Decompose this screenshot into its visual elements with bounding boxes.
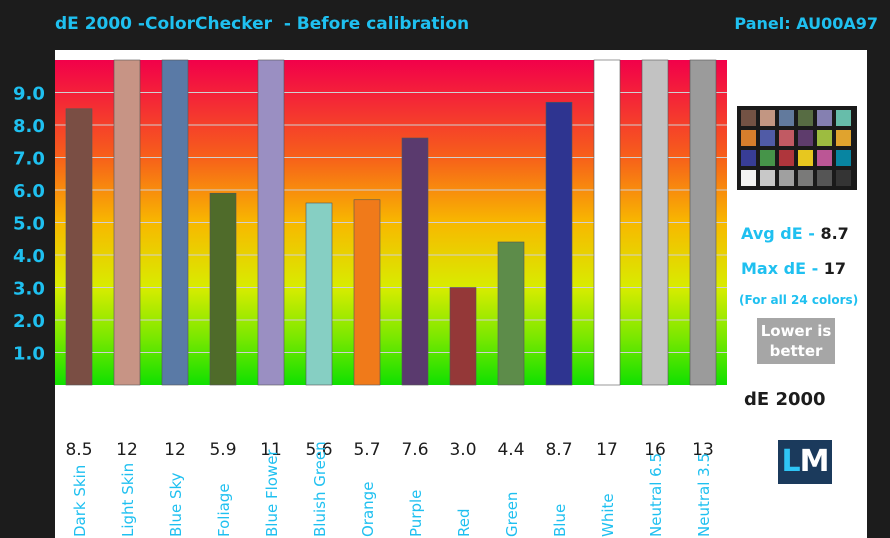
- label-area: [55, 385, 727, 538]
- category-label: Neutral 3.5: [695, 453, 713, 537]
- bar-value-label: 16: [644, 440, 666, 460]
- y-tick-label: 7.0: [13, 149, 45, 170]
- bar: [161, 59, 189, 386]
- avg-de-stat: Avg dE - 8.7: [741, 224, 849, 243]
- swatch-cell: [760, 110, 775, 126]
- swatch-cell: [760, 150, 775, 166]
- category-label: Blue Flower: [263, 449, 281, 537]
- laptopmedia-logo: LM: [778, 440, 832, 484]
- lower-is-better-badge: Lower is better: [757, 318, 835, 364]
- swatch-cell: [817, 150, 832, 166]
- avg-de-label: Avg dE -: [741, 224, 821, 243]
- max-de-value: 17: [823, 259, 847, 278]
- swatch-cell: [798, 130, 813, 146]
- swatch-cell: [817, 110, 832, 126]
- logo-letter-l: L: [781, 444, 801, 479]
- category-label: White: [599, 493, 617, 537]
- swatch-cell: [760, 130, 775, 146]
- category-label: Green: [503, 492, 521, 537]
- bar-value-label: 8.7: [545, 440, 572, 460]
- swatch-cell: [779, 170, 794, 186]
- category-label: Orange: [359, 482, 377, 537]
- y-tick-label: 2.0: [13, 311, 45, 332]
- swatch-cell: [836, 110, 851, 126]
- bar: [305, 202, 333, 386]
- bar: [449, 287, 477, 386]
- swatch-cell: [836, 170, 851, 186]
- swatch-cell: [817, 170, 832, 186]
- swatch-cell: [836, 130, 851, 146]
- lower-line-1: Lower is: [760, 322, 832, 340]
- left-axis-band: [0, 50, 55, 538]
- bar-value-label: 4.4: [497, 440, 524, 460]
- bar: [545, 101, 573, 386]
- metric-label: dE 2000: [744, 389, 826, 410]
- swatch-cell: [798, 170, 813, 186]
- swatch-cell: [741, 110, 756, 126]
- bar-value-label: 17: [596, 440, 618, 460]
- bar: [593, 59, 621, 386]
- swatch-cell: [779, 150, 794, 166]
- bar: [113, 59, 141, 386]
- bar-value-label: 11: [260, 440, 282, 460]
- swatch-cell: [741, 170, 756, 186]
- bar-value-label: 5.6: [305, 440, 332, 460]
- swatch-cell: [817, 130, 832, 146]
- colorchecker-swatch-icon: [737, 106, 857, 190]
- swatch-cell: [798, 150, 813, 166]
- category-label: Blue Sky: [167, 472, 185, 537]
- swatch-cell: [798, 110, 813, 126]
- logo-letter-m: M: [799, 444, 830, 479]
- bar: [641, 59, 669, 386]
- category-label: Purple: [407, 490, 425, 537]
- category-label: Dark Skin: [71, 465, 89, 537]
- max-de-label: Max dE -: [741, 259, 824, 278]
- max-de-stat: Max dE - 17: [741, 259, 846, 278]
- bar: [65, 108, 93, 386]
- y-tick-label: 5.0: [13, 214, 45, 235]
- swatch-cell: [741, 150, 756, 166]
- bar: [401, 137, 429, 386]
- bar-value-label: 7.6: [401, 440, 428, 460]
- swatch-cell: [779, 130, 794, 146]
- right-border-band: [867, 50, 890, 538]
- panel-label: Panel: AU00A97: [734, 14, 878, 33]
- colors-note: (For all 24 colors): [739, 293, 859, 307]
- y-tick-label: 8.0: [13, 116, 45, 137]
- swatch-cell: [741, 130, 756, 146]
- category-label: Light Skin: [119, 463, 137, 537]
- lower-line-2: better: [769, 342, 823, 360]
- bar-value-label: 8.5: [65, 440, 92, 460]
- bar-value-label: 5.9: [209, 440, 236, 460]
- bar: [353, 199, 381, 386]
- bar: [497, 241, 525, 386]
- header-bar: dE 2000 -ColorChecker - Before calibrati…: [0, 0, 890, 50]
- category-label: Neutral 6.5: [647, 453, 665, 537]
- bar: [209, 192, 237, 386]
- bar-value-label: 3.0: [449, 440, 476, 460]
- y-tick-label: 1.0: [13, 344, 45, 365]
- category-label: Foliage: [215, 483, 233, 537]
- swatch-cell: [836, 150, 851, 166]
- swatch-cell: [779, 110, 794, 126]
- swatch-cell: [760, 170, 775, 186]
- bar: [257, 59, 285, 386]
- avg-de-value: 8.7: [820, 224, 849, 243]
- y-tick-label: 9.0: [13, 84, 45, 105]
- y-tick-label: 4.0: [13, 246, 45, 267]
- bar-value-label: 12: [164, 440, 186, 460]
- bar-value-label: 12: [116, 440, 138, 460]
- y-tick-label: 6.0: [13, 181, 45, 202]
- bar: [689, 59, 717, 386]
- bar-value-label: 5.7: [353, 440, 380, 460]
- bar-chart: 1.0 2.0 3.0 4.0 5.0 6.0 7.0 8.0 9.0 8.5 12 12 5.9 11…: [13, 59, 727, 538]
- category-label: Red: [455, 509, 473, 538]
- bar-value-label: 13: [692, 440, 714, 460]
- y-tick-label: 3.0: [13, 279, 45, 300]
- category-label: Blue: [551, 504, 569, 537]
- category-label: Bluish Green: [311, 441, 329, 537]
- chart-title: dE 2000 -ColorChecker - Before calibrati…: [55, 14, 470, 34]
